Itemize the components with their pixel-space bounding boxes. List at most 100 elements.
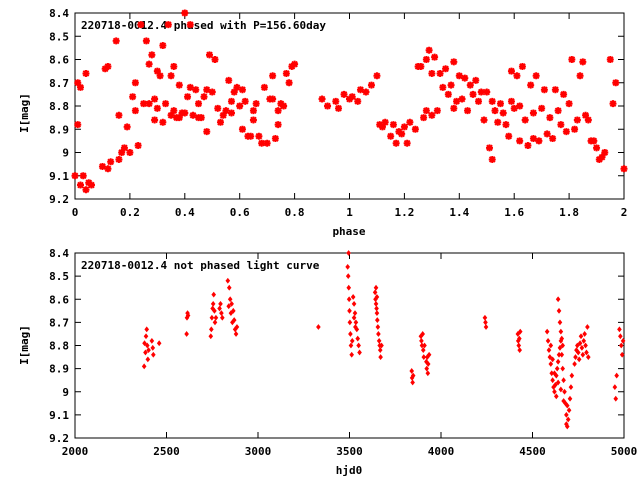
phased-data-point [156,72,164,80]
phased-data-point [579,58,587,66]
unphased-data-point [376,337,382,344]
phased-data-point [367,81,375,89]
unphased-data-point [410,379,415,386]
unphased-data-point [349,351,355,358]
phased-data-point [247,132,255,140]
phased-plot-title: 220718-0012.4 phased with P=156.60day [81,19,326,32]
phased-data-point [249,107,257,115]
unphased-data-point [552,388,557,395]
phased-data-point [494,118,502,126]
unphased-data-point [410,372,416,379]
phased-data-point [71,172,79,180]
phased-data-point [227,109,235,117]
unphased-data-point [564,402,570,409]
unphased-data-point [550,377,555,384]
unphased-data-point [555,358,561,365]
phased-data-point [442,65,450,73]
phased-x-tick-label: 0.2 [120,206,140,219]
phased-data-point [491,107,499,115]
phased-data-point [389,121,397,129]
phased-data-point [406,118,414,126]
phased-data-point [74,79,82,87]
phased-data-point [214,104,222,112]
phased-data-point [598,153,606,161]
phased-data-point [115,111,123,119]
unphased-data-point [544,328,550,335]
phased-data-point [455,72,463,80]
unphased-data-point [212,307,217,314]
unphased-data-point [142,340,147,347]
phased-data-point [285,79,293,87]
unphased-data-point [373,300,379,307]
unphased-x-axis-label: hjd0 [336,464,363,477]
phased-data-point [507,97,515,105]
phased-data-point [488,97,496,105]
unphased-data-point [212,319,218,326]
unphased-data-point [355,335,361,342]
unphased-data-point [143,349,148,356]
phased-data-point [203,86,211,94]
phased-data-point [170,62,178,70]
unphased-data-point [419,337,424,344]
unphased-data-point [614,372,619,379]
phased-data-point [137,21,145,29]
unphased-data-point [426,351,432,358]
phased-data-point [324,102,332,110]
phased-data-point [140,100,148,108]
unphased-data-point [579,344,585,351]
unphased-y-tick-label: 8.7 [49,316,69,329]
phased-data-point [219,111,227,119]
phased-data-point [118,149,126,156]
phased-data-point [450,104,458,112]
phased-data-point [145,60,153,68]
unphased-data-points [141,250,626,430]
unphased-data-point [575,342,580,349]
unphased-data-point [351,300,357,307]
unphased-data-point [217,305,222,312]
unphased-data-point [561,377,566,384]
unphased-data-point [553,393,559,400]
unphased-data-point [572,361,577,367]
phased-data-point [181,9,189,17]
phased-data-point [524,142,532,150]
phased-y-tick-label: 8.9 [49,123,69,136]
unphased-data-point [374,305,379,312]
phased-data-point [249,116,257,124]
unphased-data-point [219,310,224,317]
phased-y-tick-label: 8.4 [49,7,69,20]
unphased-data-point [482,314,488,321]
phased-data-point [549,135,557,143]
unphased-data-point [425,370,431,377]
phased-data-point [422,107,430,115]
unphased-data-point [345,263,350,270]
phased-data-point [230,88,238,96]
phased-data-point [373,72,381,80]
phased-data-point [466,81,474,89]
unphased-data-point [375,317,380,323]
phased-data-points [71,9,628,194]
phased-data-point [439,83,447,91]
phased-data-point [200,93,208,101]
phased-data-point [458,95,466,103]
unphased-data-point [561,398,566,404]
unphased-data-point [517,328,523,335]
phased-data-point [606,56,614,63]
phased-y-tick-label: 8.8 [49,100,69,113]
unphased-data-point [582,331,587,337]
phased-data-point [129,93,137,101]
phased-data-point [151,116,159,124]
phased-x-axis-label: phase [332,225,365,238]
unphased-data-point [349,337,355,344]
phased-data-point [422,56,430,63]
phased-x-tick-label: 1 [346,206,353,219]
unphased-data-point [226,303,232,310]
unphased-data-point [573,354,578,360]
phased-data-point [104,165,112,173]
unphased-data-point [351,314,357,321]
unphased-y-tick-label: 9 [62,386,69,399]
phased-data-point [206,51,214,59]
unphased-data-point [569,372,575,379]
unphased-data-point [581,337,587,344]
unphased-data-point [555,296,561,303]
